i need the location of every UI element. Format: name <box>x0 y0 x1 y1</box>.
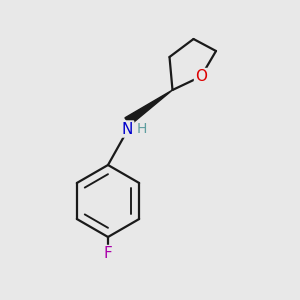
Polygon shape <box>125 90 172 125</box>
Text: H: H <box>137 122 147 136</box>
Text: F: F <box>103 246 112 261</box>
Text: N: N <box>122 122 133 136</box>
Text: O: O <box>195 69 207 84</box>
